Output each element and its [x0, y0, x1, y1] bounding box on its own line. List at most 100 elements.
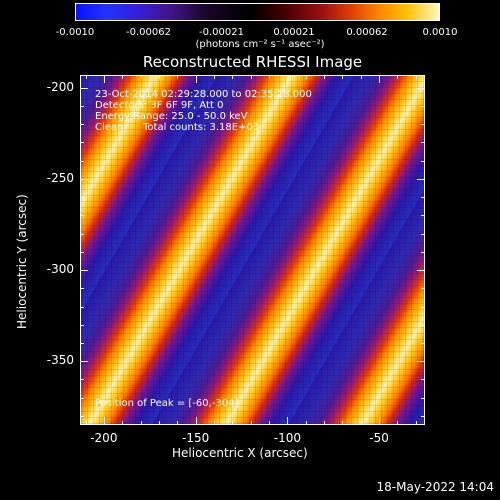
y-minor-tick-right	[421, 415, 425, 417]
y-minor-tick	[80, 379, 84, 381]
annotation-peak: Position of Peak = [-60,-304]	[95, 398, 239, 409]
x-major-tick-top	[195, 75, 197, 83]
x-major-tick	[287, 417, 289, 425]
y-minor-tick-right	[421, 324, 425, 326]
x-minor-tick-top	[232, 75, 234, 79]
x-minor-tick-top	[85, 75, 87, 79]
y-minor-tick	[80, 124, 84, 126]
y-tick-label: -300	[46, 262, 74, 277]
chart-title: Reconstructed RHESSI Image	[142, 53, 363, 71]
y-minor-tick-right	[421, 251, 425, 253]
colorbar-tick-label: -0.00021	[199, 27, 244, 38]
y-tick-label: -250	[46, 170, 74, 185]
y-major-tick	[80, 87, 88, 89]
x-minor-tick	[269, 421, 271, 425]
y-major-tick	[80, 270, 88, 272]
y-axis-label: Heliocentric Y (arcsec)	[15, 194, 29, 329]
x-major-tick-top	[379, 75, 381, 83]
y-major-tick-right	[417, 178, 425, 180]
footer-timestamp: 18-May-2022 14:04	[376, 480, 494, 494]
x-minor-tick	[232, 421, 234, 425]
x-minor-tick-top	[177, 75, 179, 79]
annotation-energy: Energy Range: 25.0 - 50.0 keV	[95, 111, 248, 122]
x-tick-label: -100	[273, 431, 301, 445]
x-minor-tick	[158, 421, 160, 425]
x-minor-tick-top	[158, 75, 160, 79]
x-minor-tick-top	[397, 75, 399, 79]
colorbar-units: (photons cm⁻² s⁻¹ asec⁻²)	[195, 39, 325, 50]
colorbar-tick-label: 0.0010	[422, 27, 458, 38]
y-minor-tick	[80, 215, 84, 217]
y-minor-tick	[80, 251, 84, 253]
x-axis-label: Heliocentric X (arcsec)	[172, 446, 308, 460]
y-minor-tick	[80, 233, 84, 235]
plot-area: 23-Oct-2014 02:29:28.000 to 02:35:28.000…	[80, 75, 425, 425]
x-minor-tick	[360, 421, 362, 425]
x-minor-tick-top	[140, 75, 142, 79]
x-minor-tick	[324, 421, 326, 425]
x-minor-tick-top	[213, 75, 215, 79]
y-major-tick-right	[417, 270, 425, 272]
y-minor-tick-right	[421, 105, 425, 107]
y-minor-tick-right	[421, 215, 425, 217]
y-minor-tick-right	[421, 288, 425, 290]
x-minor-tick-top	[122, 75, 124, 79]
colorbar-tick-label: -0.0010	[55, 27, 95, 38]
x-minor-tick	[213, 421, 215, 425]
y-minor-tick-right	[421, 397, 425, 399]
x-minor-tick-top	[269, 75, 271, 79]
x-major-tick-top	[103, 75, 105, 83]
x-minor-tick	[177, 421, 179, 425]
x-minor-tick	[85, 421, 87, 425]
x-minor-tick-top	[342, 75, 344, 79]
x-minor-tick	[250, 421, 252, 425]
x-major-tick	[195, 417, 197, 425]
y-minor-tick	[80, 342, 84, 344]
y-minor-tick	[80, 160, 84, 162]
y-minor-tick-right	[421, 233, 425, 235]
x-minor-tick	[342, 421, 344, 425]
y-minor-tick-right	[421, 342, 425, 344]
annotation-counts: Total counts: 3.18E+03	[143, 122, 260, 133]
y-minor-tick	[80, 306, 84, 308]
y-major-tick	[80, 178, 88, 180]
x-tick-label: -150	[181, 431, 210, 445]
y-minor-tick-right	[421, 197, 425, 199]
annotation-detectors: Detectors: 3F 6F 9F, Att 0	[95, 100, 224, 111]
x-minor-tick-top	[324, 75, 326, 79]
y-minor-tick	[80, 415, 84, 417]
y-minor-tick	[80, 288, 84, 290]
x-tick-label: -50	[369, 431, 389, 445]
y-major-tick-right	[417, 361, 425, 363]
colorbar-tick-label: 0.00021	[273, 27, 315, 38]
colorbar	[75, 3, 440, 21]
y-minor-tick-right	[421, 379, 425, 381]
y-minor-tick	[80, 142, 84, 144]
y-minor-tick-right	[421, 160, 425, 162]
y-tick-label: -200	[46, 79, 74, 94]
annotation-time: 23-Oct-2014 02:29:28.000 to 02:35:28.000	[95, 89, 312, 100]
y-minor-tick	[80, 397, 84, 399]
x-major-tick-top	[287, 75, 289, 83]
colorbar-tick-label: 0.00062	[346, 27, 388, 38]
colorbar-tick-label: -0.00062	[126, 27, 171, 38]
x-minor-tick-top	[305, 75, 307, 79]
x-minor-tick-top	[360, 75, 362, 79]
pixel-grid-texture	[81, 76, 424, 424]
annotation-clean: Clean	[95, 122, 124, 133]
y-minor-tick	[80, 324, 84, 326]
x-minor-tick	[122, 421, 124, 425]
x-minor-tick	[397, 421, 399, 425]
heatmap-image	[81, 76, 424, 424]
x-minor-tick-top	[415, 75, 417, 79]
y-minor-tick-right	[421, 124, 425, 126]
y-major-tick-right	[417, 87, 425, 89]
x-minor-tick	[140, 421, 142, 425]
x-major-tick	[379, 417, 381, 425]
x-major-tick	[103, 417, 105, 425]
y-minor-tick	[80, 197, 84, 199]
y-minor-tick	[80, 105, 84, 107]
y-minor-tick-right	[421, 142, 425, 144]
y-major-tick	[80, 361, 88, 363]
x-minor-tick	[415, 421, 417, 425]
